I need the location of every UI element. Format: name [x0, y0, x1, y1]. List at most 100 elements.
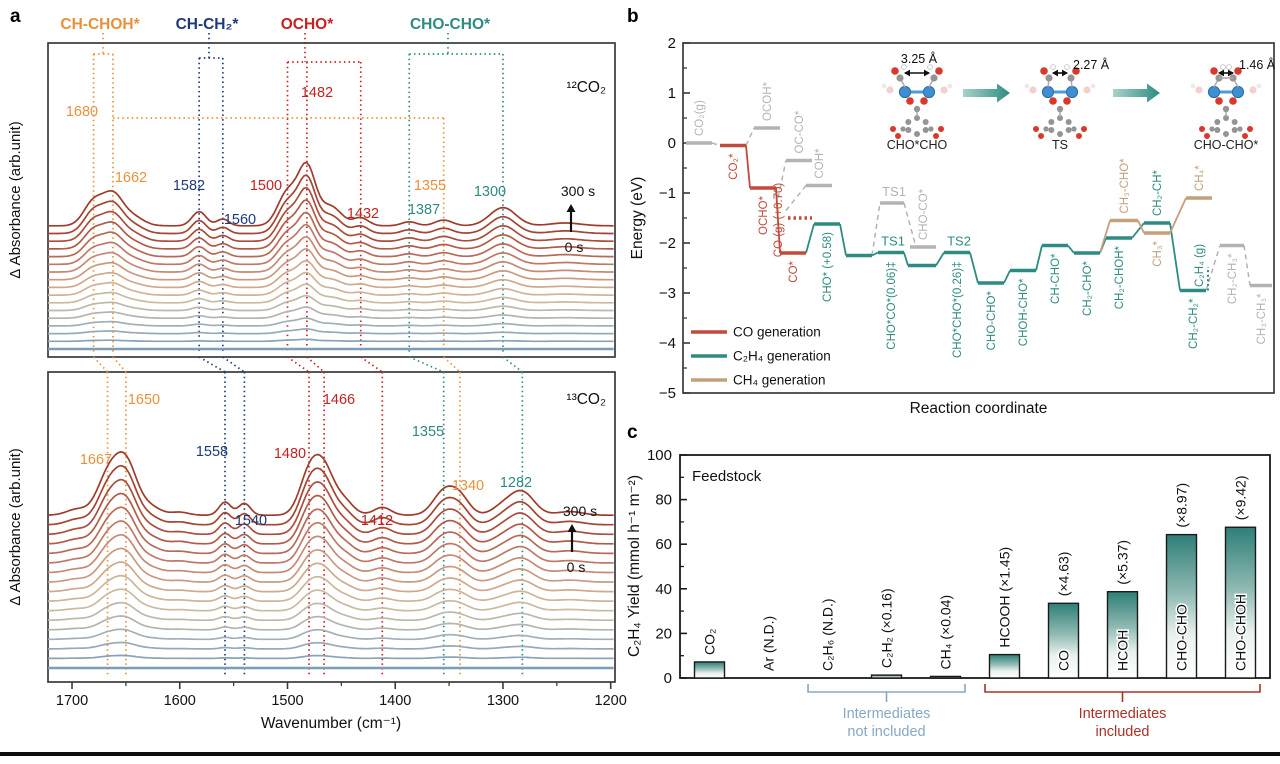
peak-label-1560: 1560 — [224, 212, 256, 228]
isotope-connector — [360, 356, 383, 373]
bar-5 — [988, 653, 1021, 679]
gas-label: ¹²CO₂ — [566, 79, 606, 96]
spectrum-curve-1-9 — [47, 547, 614, 583]
spectrum-curve-1-8 — [48, 561, 614, 593]
y-tick-label: 80 — [655, 492, 672, 509]
level-label-coh: COH* — [814, 148, 826, 179]
ring-atom — [914, 115, 920, 121]
dashed-connector — [711, 142, 721, 147]
path-connector-chocho-chohcho — [1003, 270, 1011, 284]
time-0s: 0 s — [565, 239, 584, 255]
spectrum-curve-0-3 — [48, 317, 614, 327]
metal-atom — [1207, 85, 1221, 99]
bridge-c-atom — [913, 105, 921, 113]
spectrum-curve-0-5 — [48, 294, 614, 312]
bar-label-1: Ar (N.D.) — [761, 616, 777, 671]
spectrum-curve-0-10 — [48, 235, 614, 273]
bar-3 — [870, 674, 903, 679]
c2h4-gas-label: C₂H₄ (g) — [1194, 244, 1206, 287]
bar-multiplier-8: (×8.97) — [1174, 483, 1190, 528]
metal-atom — [922, 85, 936, 99]
arrowhead — [1062, 69, 1068, 77]
faded-h-atom — [1190, 83, 1196, 89]
faded-o-atom — [1083, 86, 1091, 94]
y-tick-label: 60 — [655, 536, 672, 553]
bar-label-6: CO — [1056, 650, 1072, 671]
y-axis-title: C₂H₄ Yield (mmol h⁻¹ m⁻²) — [626, 475, 643, 657]
y-tick-label: 100 — [647, 447, 672, 464]
x-tick-label: 1500 — [271, 693, 303, 709]
panel-b-letter: b — [627, 6, 639, 27]
faded-o-atom — [1195, 86, 1203, 94]
metal-atom — [1231, 85, 1245, 99]
isotope-connector — [306, 356, 325, 373]
x-axis-title: Reaction coordinate — [910, 400, 1048, 417]
carboxylate-o-atom — [1199, 126, 1205, 132]
bar-4 — [929, 675, 962, 679]
level-label-chos: CHO* (+0.58) — [822, 232, 834, 302]
level-label-ch2cho: CH₂-CHO* — [1082, 260, 1094, 315]
isotope-connector — [112, 356, 127, 373]
path-connector-ch2cho-ch3cho — [1099, 220, 1111, 254]
species-header-0: CH-CHOH* — [60, 16, 140, 33]
peak-label-1482: 1482 — [301, 85, 333, 101]
carboxylate-o-atom — [933, 133, 939, 139]
carboxylate-o-atom — [1247, 126, 1253, 132]
bridge-o-atom — [920, 97, 928, 105]
peak-label-1355: 1355 — [414, 178, 446, 194]
spectrum-curve-1-14 — [47, 478, 614, 536]
group-label-0-line2: not included — [847, 724, 925, 740]
spectrum-curve-1-16 — [47, 450, 614, 517]
cho-o-atom — [1210, 67, 1218, 75]
y-tick-label: −1 — [659, 185, 676, 202]
peak-label-1540: 1540 — [235, 513, 267, 529]
molecule-CHO*CHO: 3.25 Å CHO*CHO — [881, 51, 953, 152]
ring-atom — [1057, 115, 1063, 121]
path-connector-ch3-ch4 — [1169, 197, 1187, 234]
carboxylate-o-atom — [938, 126, 944, 132]
arrowhead — [924, 69, 930, 77]
dashed-connector — [777, 160, 787, 199]
time-300s: 300 s — [563, 503, 597, 519]
ring-atom — [1223, 115, 1229, 121]
path-connector-ch2ch-ch2ch2 — [1169, 222, 1181, 291]
ring-atom — [1231, 119, 1238, 125]
cho-h-atom — [1226, 64, 1232, 70]
bridge-o-atom — [1049, 97, 1057, 105]
cho-h-atom — [1220, 64, 1226, 70]
carboxylate-o-atom — [1038, 133, 1044, 139]
ring-atom — [1231, 127, 1238, 133]
level-label-ch2chohs: CH₂-CHOH* — [1114, 245, 1126, 309]
ring-atom — [1214, 127, 1221, 133]
cho-o-atom — [1234, 67, 1242, 75]
path-connector-ts1-choscho — [903, 252, 909, 266]
carboxylate-o-atom — [1242, 133, 1248, 139]
ring-c-atom — [1043, 126, 1049, 132]
ring-atom — [905, 127, 912, 133]
isotope-connector — [502, 356, 523, 373]
faded-h-atom — [1090, 83, 1096, 89]
peak-label-1340: 1340 — [452, 478, 484, 494]
path-connector-ch2chohs-ch2ch — [1131, 222, 1145, 239]
path-connector-co-chos — [805, 223, 815, 254]
ring-atom — [1214, 119, 1221, 125]
bar-0 — [693, 661, 726, 679]
legend-label-1: C₂H₄ generation — [733, 349, 831, 364]
bridge-c-atom — [1056, 105, 1064, 113]
metal-atom — [1065, 85, 1079, 99]
level-label-ocoh: OCOH* — [762, 82, 774, 122]
y-tick-label: −5 — [659, 385, 676, 402]
bridge-o-atom — [906, 97, 914, 105]
ring-atom — [914, 131, 920, 137]
spectrum-curve-0-11 — [48, 223, 614, 266]
carboxylate-o-atom — [890, 126, 896, 132]
y-tick-label: 2 — [668, 35, 676, 52]
spectrum-curve-1-7 — [47, 574, 614, 602]
molecule-CHO-CHO*: 1.46 Å CHO-CHO* — [1190, 57, 1276, 152]
isotope-connector — [222, 356, 245, 373]
spectrum-curve-1-12 — [47, 506, 614, 555]
spectrum-curve-0-13 — [48, 199, 614, 250]
y-tick-label: 0 — [664, 670, 672, 687]
spectrum-curve-0-1 — [48, 338, 614, 343]
